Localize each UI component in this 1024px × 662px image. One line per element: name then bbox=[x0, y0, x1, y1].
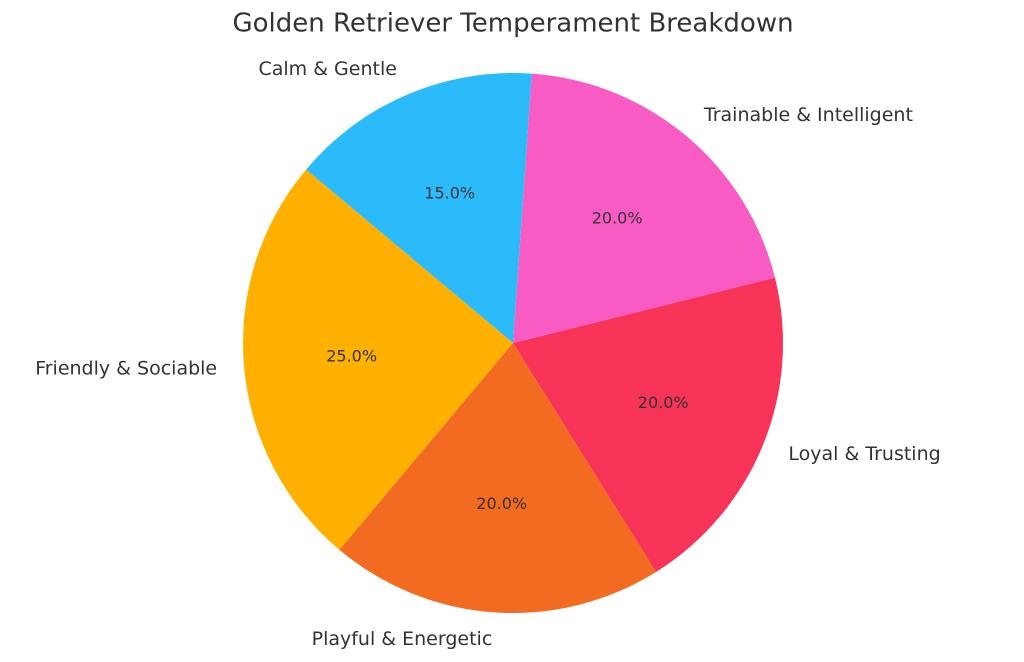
value-label: 15.0% bbox=[424, 183, 475, 202]
slice-label: Friendly & Sociable bbox=[35, 357, 217, 379]
pie-slice bbox=[513, 277, 783, 572]
pie-slice bbox=[339, 343, 657, 613]
slice-label: Trainable & Intelligent bbox=[703, 104, 913, 126]
pie-slice bbox=[306, 73, 532, 343]
slice-label: Loyal & Trusting bbox=[788, 443, 940, 465]
value-label: 25.0% bbox=[326, 347, 377, 366]
pie-slice bbox=[513, 73, 775, 343]
value-label: 20.0% bbox=[638, 393, 689, 412]
value-label: 20.0% bbox=[592, 208, 643, 227]
slice-label: Calm & Gentle bbox=[258, 58, 396, 80]
slice-label: Playful & Energetic bbox=[312, 628, 493, 650]
pie-slice bbox=[243, 169, 513, 550]
value-label: 20.0% bbox=[476, 494, 527, 513]
chart-title: Golden Retriever Temperament Breakdown bbox=[232, 9, 793, 39]
